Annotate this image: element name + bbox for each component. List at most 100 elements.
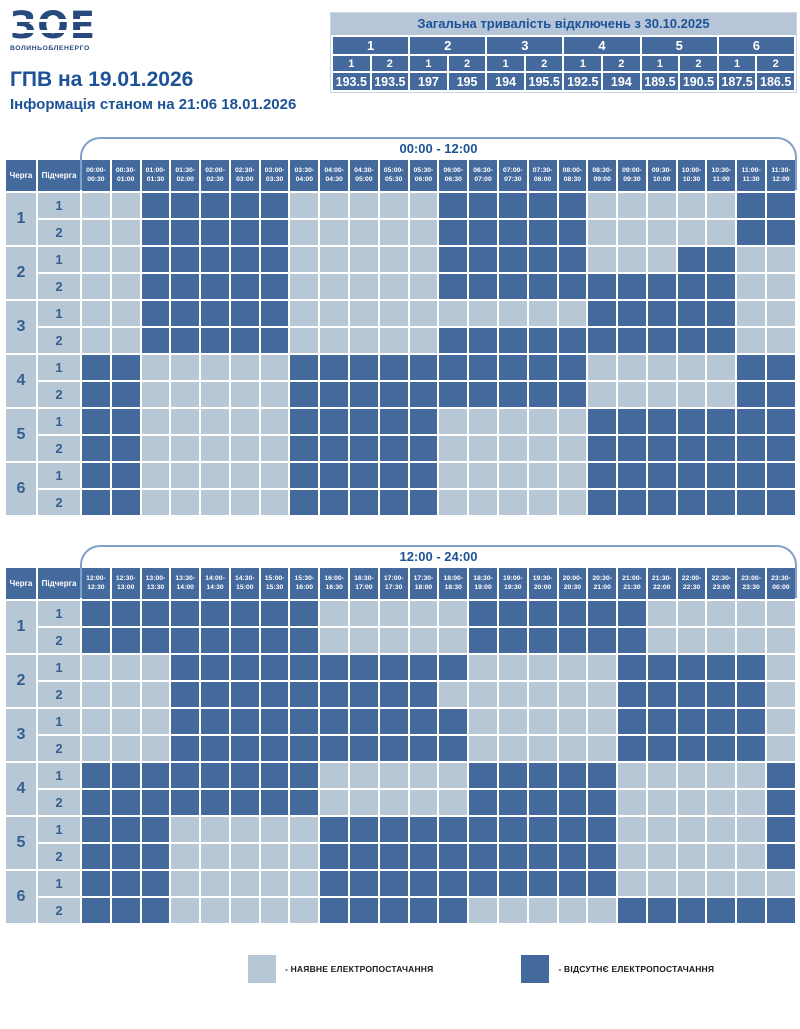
schedule-cell xyxy=(766,193,795,218)
schedule-cell xyxy=(111,490,140,515)
schedule-cell xyxy=(111,655,140,680)
schedule-cell xyxy=(111,682,140,707)
schedule-cell xyxy=(82,436,110,461)
queue-label: 6 xyxy=(6,871,36,923)
schedule-cell xyxy=(439,817,468,842)
legend-item-available: - НАЯВНЕ ЕЛЕКТРОПОСТАЧАННЯ xyxy=(248,955,433,983)
schedule-cell xyxy=(766,844,795,869)
schedule-cell xyxy=(588,601,617,626)
schedule-cell xyxy=(588,436,617,461)
schedule-cell xyxy=(111,763,140,788)
schedule-cell xyxy=(707,247,736,272)
time-to: 23:30 xyxy=(742,583,760,591)
schedule-cell xyxy=(677,220,706,245)
schedule-cell xyxy=(230,736,259,761)
schedule-cell xyxy=(707,328,736,353)
time-column-header: 15:00- 15:30 xyxy=(260,568,289,599)
subqueue-label: 1 xyxy=(38,817,80,842)
schedule-cell xyxy=(707,655,736,680)
period-frame xyxy=(80,545,797,598)
schedule-cell xyxy=(707,274,736,299)
schedule-cell xyxy=(171,682,200,707)
schedule-cell xyxy=(82,490,110,515)
schedule-cell xyxy=(558,655,587,680)
schedule-cell xyxy=(469,193,497,218)
schedule-cell xyxy=(82,790,110,815)
schedule-row: 2 xyxy=(6,274,795,299)
summary-subgroup-cell: 2 xyxy=(525,56,563,71)
schedule-cell xyxy=(409,655,438,680)
summary-subgroup-cell: 2 xyxy=(757,56,794,71)
schedule-row: 2 xyxy=(6,628,795,653)
queue-label: 4 xyxy=(6,355,36,407)
schedule-cell xyxy=(677,790,706,815)
schedule-cell xyxy=(201,355,229,380)
schedule-cell xyxy=(409,871,438,896)
schedule-cell xyxy=(469,763,497,788)
schedule-cell xyxy=(439,871,468,896)
time-to: 20:00 xyxy=(533,583,552,591)
time-to: 03:00 xyxy=(236,175,254,183)
schedule-cell xyxy=(498,328,527,353)
schedule-cell xyxy=(260,355,289,380)
time-to: 01:00 xyxy=(116,175,135,183)
schedule-cell xyxy=(409,436,438,461)
schedule-cell xyxy=(707,193,736,218)
schedule-cell xyxy=(707,382,736,407)
summary-subgroup-cell: 2 xyxy=(603,56,640,71)
schedule-cell xyxy=(439,463,468,488)
subqueue-label: 2 xyxy=(38,328,80,353)
time-from: 09:30- xyxy=(651,166,672,174)
time-column-header: 02:00- 02:30 xyxy=(201,160,229,191)
subqueue-label: 1 xyxy=(38,871,80,896)
schedule-cell xyxy=(498,601,527,626)
time-column-header: 07:00- 07:30 xyxy=(498,160,527,191)
schedule-section-0: 00:00 - 12:00 Черга Підчерга 00:00- 00:30 00:… xyxy=(4,137,797,517)
schedule-cell xyxy=(171,898,200,923)
schedule-cell xyxy=(588,247,617,272)
summary-table: Загальна тривалість відключень з 30.10.2… xyxy=(330,12,797,93)
schedule-cell xyxy=(618,817,646,842)
time-to: 12:30 xyxy=(87,583,105,591)
schedule-cell xyxy=(737,709,765,734)
schedule-cell xyxy=(528,436,557,461)
schedule-cell xyxy=(171,871,200,896)
time-column-header: 14:30- 15:00 xyxy=(230,568,259,599)
time-column-header: 13:00- 13:30 xyxy=(141,568,170,599)
schedule-cell xyxy=(290,790,319,815)
summary-group-cell: 5 xyxy=(641,37,717,54)
time-from: 15:30- xyxy=(294,574,315,582)
schedule-cell xyxy=(350,682,378,707)
schedule-cell xyxy=(677,844,706,869)
subqueue-label: 1 xyxy=(38,463,80,488)
schedule-cell xyxy=(230,682,259,707)
schedule-cell xyxy=(737,220,765,245)
schedule-cell xyxy=(766,871,795,896)
schedule-cell xyxy=(171,247,200,272)
schedule-cell xyxy=(677,301,706,326)
summary-subgroup-cell: 1 xyxy=(718,56,756,71)
schedule-cell xyxy=(409,274,438,299)
schedule-cell xyxy=(439,736,468,761)
schedule-cell xyxy=(737,736,765,761)
schedule-cell xyxy=(618,844,646,869)
schedule-cell xyxy=(171,628,200,653)
schedule-cell xyxy=(260,301,289,326)
schedule-cell xyxy=(558,898,587,923)
schedule-cell xyxy=(201,409,229,434)
schedule-cell xyxy=(737,763,765,788)
schedule-cell xyxy=(737,409,765,434)
summary-subgroup-cell: 2 xyxy=(371,56,409,71)
schedule-cell xyxy=(558,736,587,761)
schedule-cell xyxy=(469,790,497,815)
queue-label: 6 xyxy=(6,463,36,515)
time-from: 07:30- xyxy=(532,166,553,174)
schedule-cell xyxy=(82,247,110,272)
schedule-cell xyxy=(528,301,557,326)
queue-column-header: Черга xyxy=(6,568,36,599)
time-to: 06:30 xyxy=(444,175,462,183)
schedule-cell xyxy=(558,328,587,353)
schedule-cell xyxy=(379,220,408,245)
time-from: 16:30- xyxy=(354,574,374,582)
